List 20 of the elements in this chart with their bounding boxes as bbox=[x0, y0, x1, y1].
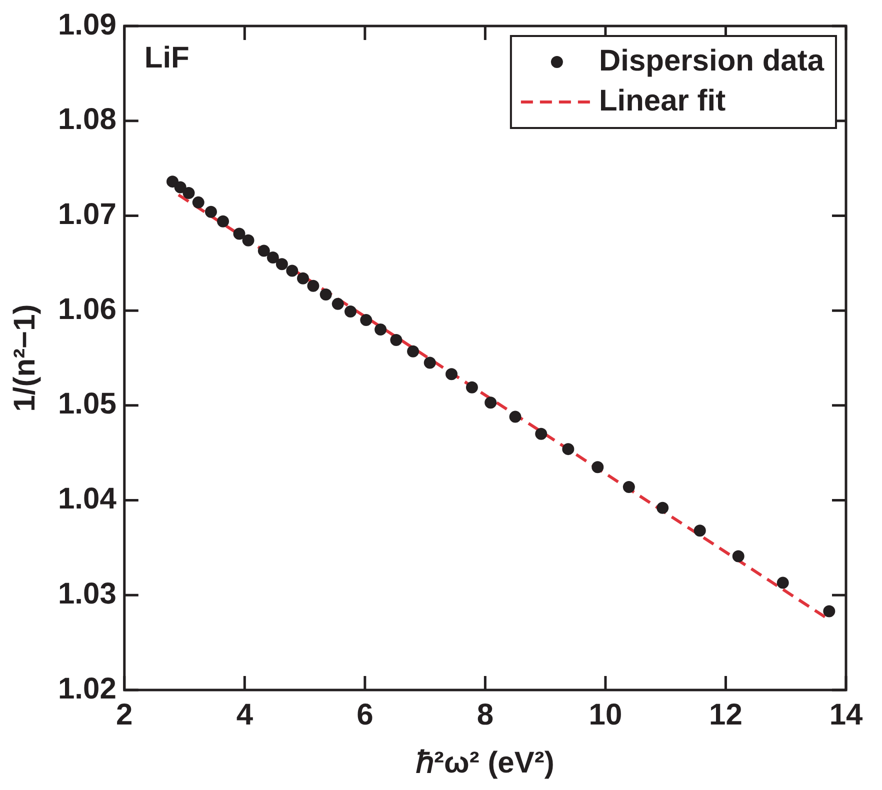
y-tick-label: 1.06 bbox=[58, 292, 116, 326]
y-tick-label: 1.04 bbox=[58, 482, 117, 516]
y-tick-label: 1.09 bbox=[58, 8, 116, 42]
x-tick-label: 6 bbox=[356, 698, 374, 732]
annotation: LiF bbox=[144, 41, 190, 74]
x-tick-label: 4 bbox=[236, 698, 254, 732]
x-axis-title: ℏ²ω² (eV²) bbox=[416, 746, 554, 780]
x-tick-label: 14 bbox=[829, 698, 863, 732]
y-tick-label: 1.07 bbox=[58, 198, 116, 231]
y-tick-label: 1.08 bbox=[58, 103, 116, 136]
y-tick-label: 1.02 bbox=[58, 672, 116, 706]
y-tick-label: 1.03 bbox=[58, 577, 116, 610]
legend-label: Dispersion data bbox=[598, 44, 824, 78]
x-tick-label: 2 bbox=[116, 698, 133, 732]
x-tick-label: 8 bbox=[476, 698, 494, 732]
y-axis-title: 1/(n²−1) bbox=[8, 304, 42, 412]
x-tick-label: 10 bbox=[588, 698, 622, 732]
legend-label: Linear fit bbox=[598, 84, 726, 118]
x-tick-label: 12 bbox=[709, 698, 742, 732]
y-tick-label: 1.05 bbox=[58, 388, 116, 421]
